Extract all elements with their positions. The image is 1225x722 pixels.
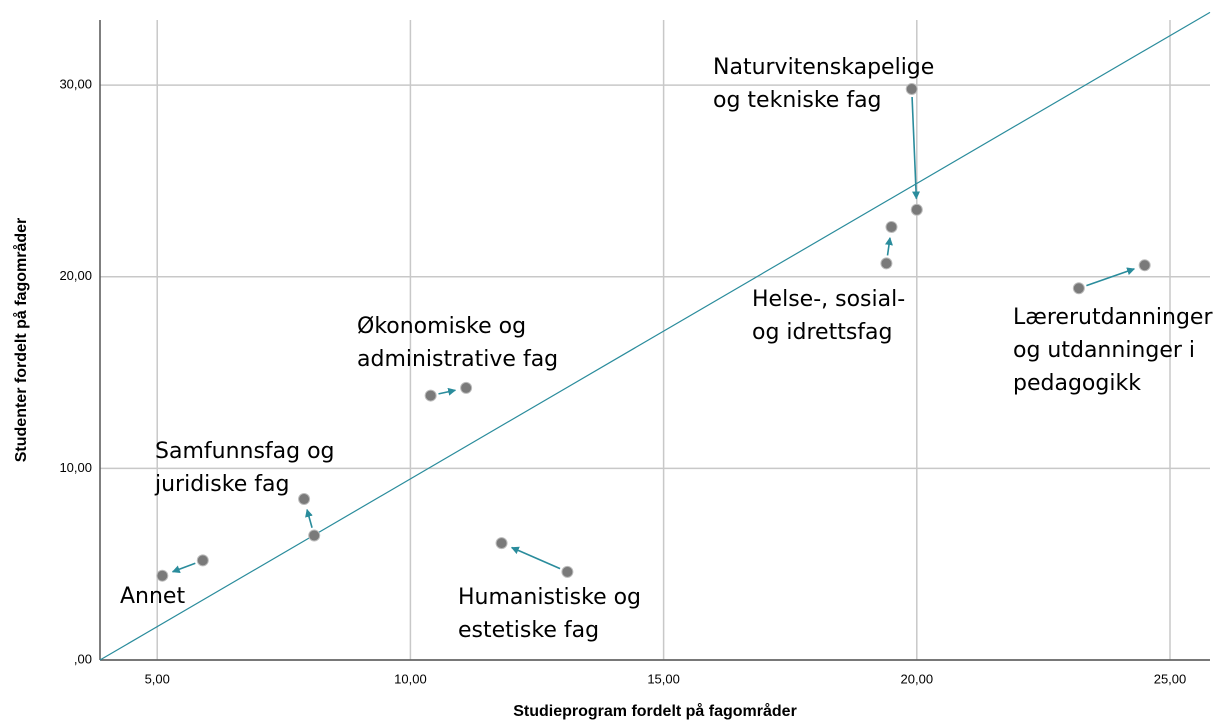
x-axis-title: Studieprogram fordelt på fagområder xyxy=(513,702,797,720)
arrow xyxy=(911,96,921,200)
y-tick-label: 30,00 xyxy=(59,77,92,92)
y-tick-label: 10,00 xyxy=(59,460,92,475)
point-label: Humanistiske og xyxy=(458,585,641,610)
arrow xyxy=(510,546,561,570)
point xyxy=(880,257,893,270)
point xyxy=(298,493,311,506)
arrow xyxy=(171,562,196,573)
point xyxy=(910,203,923,216)
point-label: juridiske fag xyxy=(154,472,289,497)
point xyxy=(561,565,574,578)
point xyxy=(495,537,508,550)
x-tick-label: 10,00 xyxy=(394,671,427,686)
point xyxy=(1072,282,1085,295)
point-label: administrative fag xyxy=(357,347,558,372)
point-label: Økonomiske og xyxy=(357,314,526,339)
y-tick-label: 20,00 xyxy=(59,268,92,283)
point-label: og tekniske fag xyxy=(713,88,882,113)
point xyxy=(885,220,898,233)
point-label: og utdanninger i xyxy=(1013,338,1195,363)
point xyxy=(424,389,437,402)
point-label: Helse-, sosial- xyxy=(752,287,905,312)
x-tick-label: 20,00 xyxy=(901,671,934,686)
point xyxy=(905,82,918,95)
point xyxy=(156,569,169,582)
arrow xyxy=(305,508,313,528)
point xyxy=(460,381,473,394)
arrow xyxy=(438,387,457,396)
point-label: estetiske fag xyxy=(458,618,599,643)
point-label: Naturvitenskapelige xyxy=(713,55,934,80)
x-tick-label: 15,00 xyxy=(647,671,680,686)
point-label: Annet xyxy=(120,584,185,609)
y-tick-label: ,00 xyxy=(74,651,92,666)
point xyxy=(308,529,321,542)
x-tick-label: 25,00 xyxy=(1154,671,1187,686)
point xyxy=(196,554,209,567)
point-label: og idrettsfag xyxy=(752,320,893,345)
point xyxy=(1138,259,1151,272)
arrow xyxy=(1086,267,1136,287)
arrow xyxy=(885,237,893,256)
reference-line xyxy=(99,11,1211,661)
point-label: Samfunnsfag og xyxy=(155,439,335,464)
point-label: pedagogikk xyxy=(1013,371,1141,396)
x-tick-label: 5,00 xyxy=(145,671,170,686)
point-label: Lærerutdanninger xyxy=(1013,305,1213,330)
y-axis-title: Studenter fordelt på fagområder xyxy=(12,218,30,462)
